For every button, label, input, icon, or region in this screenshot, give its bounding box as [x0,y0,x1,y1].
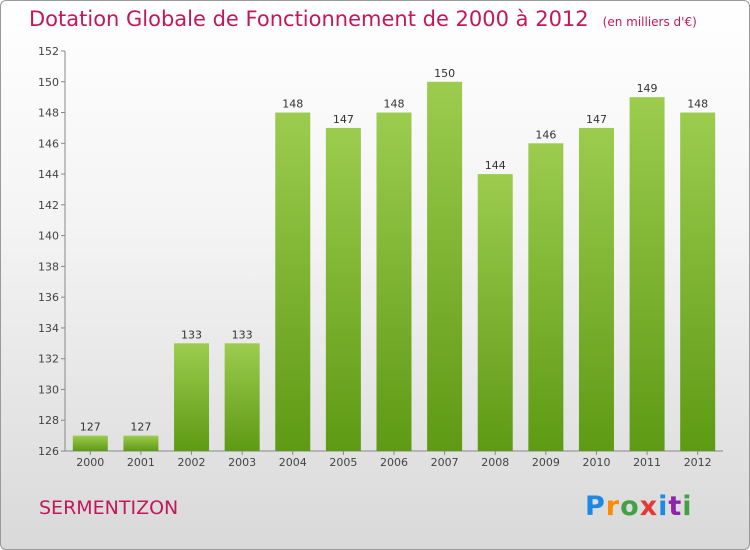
logo-letter: i [658,491,669,522]
chart-title-main: Dotation Globale de Fonctionnement de 20… [29,7,589,31]
x-tick-label: 2007 [431,456,459,469]
x-tick-label: 2005 [329,456,357,469]
y-tick-label: 142 [38,199,59,212]
bar [72,435,108,451]
bar-value-label: 144 [485,159,506,172]
bar [477,174,513,452]
x-tick-label: 2000 [76,456,104,469]
y-tick-label: 140 [38,230,59,243]
bar [123,435,159,451]
chart-title: Dotation Globale de Fonctionnement de 20… [29,7,697,31]
logo-letter: i [682,491,693,522]
x-tick-label: 2008 [481,456,509,469]
x-tick-label: 2001 [127,456,155,469]
x-tick-label: 2004 [279,456,307,469]
bar [174,343,210,451]
y-tick-label: 148 [38,107,59,120]
bar [578,127,614,451]
bar-value-label: 127 [80,421,101,434]
proxiti-logo: Proxiti [585,491,693,522]
x-tick-label: 2012 [684,456,712,469]
bar-value-label: 146 [535,128,556,141]
y-tick-label: 134 [38,322,59,335]
bar [224,343,260,451]
bar [376,112,412,452]
x-tick-label: 2006 [380,456,408,469]
bar [325,127,361,451]
logo-letter: o [620,491,640,522]
bar-value-label: 133 [232,328,253,341]
bar-value-label: 147 [586,113,607,126]
bar [528,143,564,452]
y-tick-label: 128 [38,414,59,427]
logo-letter: r [605,491,621,522]
y-tick-label: 152 [38,45,59,58]
x-tick-label: 2003 [228,456,256,469]
x-tick-label: 2009 [532,456,560,469]
bar-value-label: 150 [434,67,455,80]
y-tick-label: 130 [38,383,59,396]
bar-value-label: 148 [282,98,303,111]
bar [427,81,463,452]
x-tick-label: 2002 [178,456,206,469]
bar-value-label: 147 [333,113,354,126]
logo-letter: x [639,491,659,522]
y-tick-label: 138 [38,260,59,273]
bar-value-label: 127 [130,421,151,434]
bar [629,97,665,452]
logo-letter: P [585,491,606,522]
y-tick-label: 132 [38,353,59,366]
chart-title-unit: (en milliers d'€) [602,15,697,29]
y-tick-label: 146 [38,137,59,150]
y-tick-label: 144 [38,168,59,181]
y-tick-label: 136 [38,291,59,304]
bar [275,112,311,452]
y-tick-label: 150 [38,76,59,89]
logo-letter: t [668,491,683,522]
x-tick-label: 2011 [633,456,661,469]
y-tick-label: 126 [38,445,59,458]
bar [680,112,716,452]
bar-value-label: 148 [384,98,405,111]
commune-name: SERMENTIZON [39,497,179,519]
bar-value-label: 148 [687,98,708,111]
bar-value-label: 133 [181,328,202,341]
bar-value-label: 149 [637,82,658,95]
x-tick-label: 2010 [582,456,610,469]
